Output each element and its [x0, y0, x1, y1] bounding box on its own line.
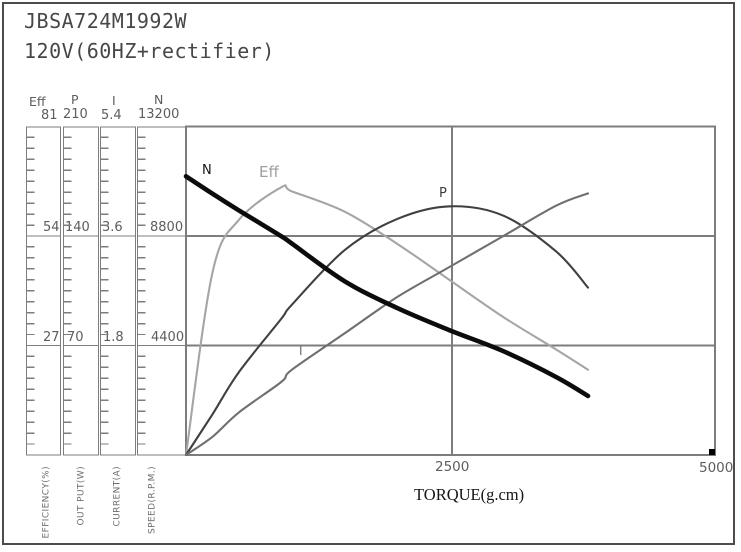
current-unit-label: CURRENT(A) — [113, 466, 123, 526]
efficiency-mid-label: 54 — [43, 220, 60, 235]
power-axis-header: P — [71, 92, 79, 107]
speed-low-label: 4400 — [151, 330, 185, 345]
efficiency-curve-label: Eff — [259, 163, 279, 181]
xtick-2500: 2500 — [435, 459, 470, 475]
current-curve — [184, 192, 590, 457]
speed-unit-label: SPEED(R.P.M.) — [148, 466, 158, 534]
efficiency-curve — [184, 184, 590, 457]
xtick-5000: 5000 — [699, 460, 734, 476]
power-curve-label: P — [439, 186, 447, 201]
efficiency-low-label: 27 — [43, 330, 60, 345]
power-mid-label: 140 — [65, 220, 90, 235]
power-max-label: 210 — [63, 107, 88, 122]
current-curve-label: I — [299, 344, 303, 358]
efficiency-axis-header: Eff — [29, 94, 46, 109]
axis-strip-gridlines — [26, 235, 186, 347]
speed-curve — [183, 174, 591, 399]
curves-group — [183, 174, 591, 457]
x-axis-title: TORQUE(g.cm) — [414, 485, 525, 504]
page-title: JBSA724M1992W — [24, 9, 188, 33]
current-max-label: 5.4 — [101, 108, 122, 123]
power-unit-label: OUT PUT(W) — [77, 466, 87, 525]
efficiency-max-label: 81 — [41, 108, 58, 123]
speed-axis-header: N — [154, 92, 164, 107]
power-curve — [184, 205, 590, 457]
speed-mid-label: 8800 — [150, 220, 184, 235]
speed-curve-label: N — [202, 163, 212, 178]
outer-border — [2, 2, 735, 545]
current-axis-header: I — [112, 93, 116, 108]
plot-frame — [185, 125, 716, 456]
efficiency-unit-label: EFFICIENCY(%) — [42, 466, 52, 538]
page-subtitle: 120V(60HZ+rectifier) — [24, 39, 275, 63]
plot-frame-group — [185, 125, 716, 456]
plot-corner-marker — [709, 449, 715, 455]
speed-max-label: 13200 — [138, 107, 180, 122]
current-mid-label: 3.6 — [102, 220, 123, 235]
left-axis-strips — [25, 126, 187, 456]
axis-tick-marks — [26, 136, 146, 445]
